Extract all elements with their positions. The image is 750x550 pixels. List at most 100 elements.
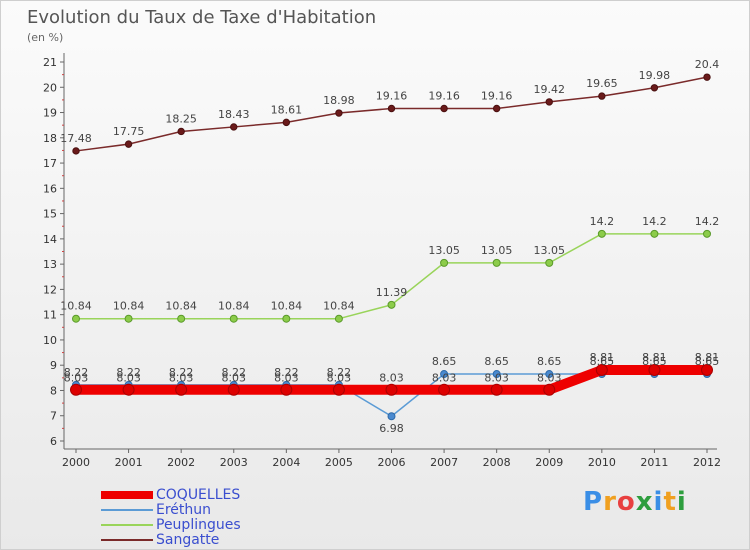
data-point <box>124 314 133 323</box>
data-label: 17.48 <box>60 132 92 145</box>
data-point <box>492 104 501 113</box>
x-tick-label: 2002 <box>167 456 195 469</box>
x-tick-label: 2006 <box>378 456 406 469</box>
y-tick-label: 10 <box>43 334 57 347</box>
data-label: 14.2 <box>642 215 667 228</box>
legend-swatch <box>101 509 153 511</box>
data-point <box>598 92 606 100</box>
data-point <box>72 314 80 323</box>
brand-letter: i <box>653 487 664 517</box>
y-tick-label: 18 <box>43 132 57 145</box>
legend-swatch <box>101 539 153 541</box>
data-label: 14.2 <box>695 215 720 228</box>
data-point <box>545 98 553 106</box>
brand-letter: P <box>583 487 604 517</box>
data-label: 8.03 <box>222 372 247 385</box>
data-point <box>227 383 240 396</box>
y-tick-label: 9 <box>50 359 57 372</box>
data-label: 8.65 <box>642 355 667 368</box>
data-label: 8.03 <box>432 372 457 385</box>
data-point <box>545 370 554 379</box>
data-point <box>230 123 238 131</box>
legend-swatch <box>101 524 153 526</box>
x-tick-label: 2004 <box>272 456 300 469</box>
data-label: 19.16 <box>481 89 513 102</box>
data-label: 8.22 <box>64 366 89 379</box>
data-label: 8.22 <box>222 366 247 379</box>
data-point <box>177 314 186 323</box>
data-point <box>440 104 448 113</box>
x-tick-label: 2008 <box>483 456 511 469</box>
data-label: 19.16 <box>428 89 460 102</box>
data-point <box>597 229 606 238</box>
data-point <box>595 364 608 377</box>
data-label: 8.03 <box>327 372 352 385</box>
data-label: 8.03 <box>64 372 89 385</box>
y-tick-label: 20 <box>43 81 57 94</box>
data-label: 10.84 <box>271 300 303 313</box>
data-label: 18.61 <box>271 103 303 116</box>
data-label: 17.75 <box>113 125 145 138</box>
data-point <box>282 118 291 127</box>
x-tick-label: 2011 <box>640 456 668 469</box>
data-label: 10.84 <box>113 300 145 313</box>
data-point <box>703 73 711 81</box>
data-point <box>282 314 291 323</box>
data-label: 8.81 <box>642 351 667 364</box>
y-tick-label: 19 <box>43 107 57 120</box>
data-label: 8.03 <box>274 372 299 385</box>
data-label: 19.65 <box>586 77 618 90</box>
legend-swatch <box>101 491 153 499</box>
data-point <box>122 383 135 396</box>
data-point <box>332 383 345 396</box>
chart-unit: (en %) <box>27 31 64 44</box>
data-point <box>387 104 396 113</box>
data-label: 8.03 <box>379 372 404 385</box>
data-label: 13.05 <box>428 244 460 257</box>
data-point <box>175 383 188 396</box>
data-label: 19.42 <box>534 83 566 96</box>
data-point <box>545 258 554 267</box>
y-tick-label: 8 <box>50 384 57 397</box>
data-point <box>492 370 501 379</box>
data-label: 20.4 <box>695 58 720 71</box>
legend-label: Eréthun <box>156 502 212 518</box>
brand-letter: i <box>676 487 687 517</box>
data-point <box>387 412 396 421</box>
data-label: 10.84 <box>218 300 250 313</box>
data-label: 8.65 <box>484 355 509 368</box>
x-tick-label: 2009 <box>535 456 563 469</box>
data-label: 13.05 <box>534 244 566 257</box>
y-tick-label: 17 <box>43 157 57 170</box>
data-label: 19.98 <box>639 69 671 82</box>
data-point <box>387 300 396 309</box>
data-point <box>229 314 238 323</box>
data-point <box>72 147 80 155</box>
data-label: 8.03 <box>169 372 194 385</box>
x-tick-label: 2010 <box>588 456 616 469</box>
data-label: 8.22 <box>274 366 299 379</box>
x-tick-label: 2012 <box>693 456 721 469</box>
data-point <box>648 364 661 377</box>
data-label: 8.65 <box>695 355 720 368</box>
data-label: 19.16 <box>376 89 408 102</box>
y-tick-label: 7 <box>50 410 57 423</box>
data-label: 10.84 <box>60 300 92 313</box>
x-tick-label: 2007 <box>430 456 458 469</box>
y-tick-label: 16 <box>43 182 57 195</box>
y-tick-label: 12 <box>43 283 57 296</box>
data-label: 6.98 <box>379 422 404 435</box>
x-tick-label: 2003 <box>220 456 248 469</box>
data-label: 18.98 <box>323 94 355 107</box>
chart-title: Evolution du Taux de Taxe d'Habitation <box>27 7 377 28</box>
data-label: 8.03 <box>537 372 562 385</box>
data-point <box>650 229 659 238</box>
data-point <box>280 383 293 396</box>
data-point <box>385 383 398 396</box>
y-tick-label: 13 <box>43 258 57 271</box>
data-label: 11.39 <box>376 286 408 299</box>
brand-letter: x <box>635 487 654 517</box>
data-point <box>701 364 713 377</box>
data-point <box>492 258 501 267</box>
data-point <box>703 229 711 238</box>
